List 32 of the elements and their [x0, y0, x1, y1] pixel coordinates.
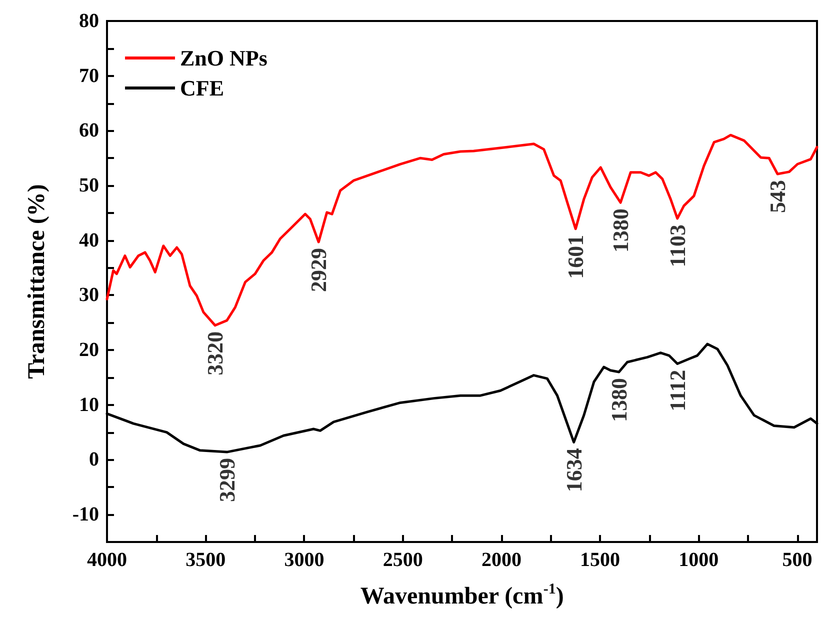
y-tick-label: 80 — [79, 10, 99, 32]
y-tick-label: 10 — [79, 394, 99, 416]
annotation: 1380 — [606, 378, 632, 422]
legend-label: CFE — [180, 76, 224, 100]
y-tick-label: 30 — [79, 284, 99, 306]
y-axis-title: Transmittance (%) — [24, 184, 50, 379]
y-tick-label: -10 — [72, 504, 99, 526]
x-tick-label: 2500 — [382, 549, 423, 571]
x-tick-label: 3500 — [186, 549, 226, 571]
x-tick-label: 3000 — [284, 549, 324, 571]
annotation: 1103 — [664, 224, 690, 268]
annotation: 543 — [765, 180, 790, 214]
annotation: 2929 — [306, 248, 332, 292]
y-tick-label: 40 — [79, 229, 99, 252]
y-tick-label: 70 — [79, 64, 99, 87]
annotation: 1112 — [664, 370, 690, 412]
annotation: 1380 — [608, 208, 634, 253]
x-tick-label: 4000 — [87, 549, 127, 571]
y-tick-label: 0 — [89, 448, 99, 471]
x-tick-label: 1500 — [580, 549, 620, 571]
annotation: 1601 — [563, 234, 588, 279]
annotation: 1634 — [561, 448, 586, 492]
x-tick-label: 500 — [782, 549, 812, 571]
legend-label: ZnO NPs — [180, 46, 268, 70]
y-tick-label: 20 — [79, 339, 99, 362]
annotation: 3299 — [214, 458, 240, 502]
annotation: 3320 — [202, 331, 228, 376]
y-tick-label: 50 — [79, 174, 99, 197]
line-series — [106, 134, 818, 327]
x-tick-label: 1000 — [678, 549, 719, 571]
y-tick-label: 60 — [79, 120, 99, 142]
x-tick-label: 2000 — [481, 549, 522, 571]
